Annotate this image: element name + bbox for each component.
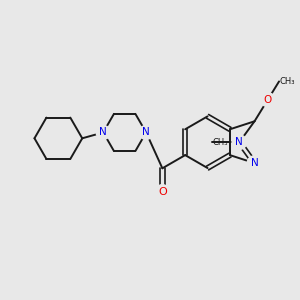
Text: N: N — [250, 158, 258, 168]
Circle shape — [96, 125, 110, 140]
Circle shape — [232, 135, 247, 149]
Circle shape — [155, 185, 170, 199]
Text: O: O — [264, 95, 272, 105]
Circle shape — [247, 156, 262, 170]
Circle shape — [139, 125, 153, 140]
Circle shape — [261, 93, 275, 107]
Text: CH₃: CH₃ — [279, 77, 295, 86]
Text: CH₃: CH₃ — [212, 138, 227, 147]
Text: N: N — [99, 128, 107, 137]
Text: O: O — [158, 187, 167, 197]
Text: N: N — [142, 128, 150, 137]
Text: N: N — [236, 137, 243, 147]
